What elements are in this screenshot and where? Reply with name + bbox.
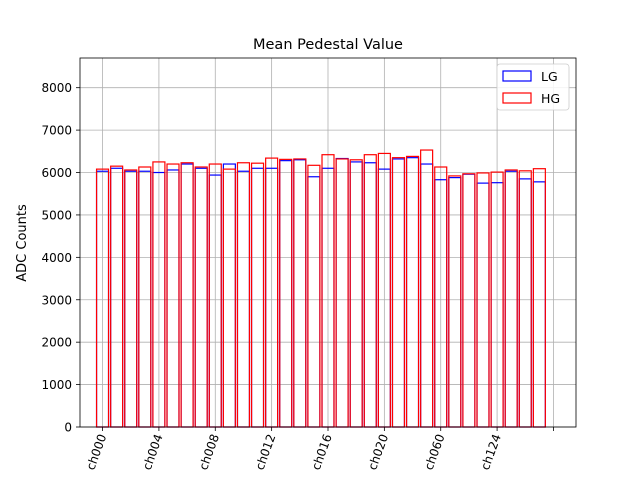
y-axis-label: ADC Counts: [15, 204, 30, 282]
y-tick-label: 8000: [41, 81, 72, 95]
legend-swatch-lg: [502, 70, 532, 82]
legend-swatch-hg: [502, 92, 532, 104]
y-tick-label: 6000: [41, 166, 72, 180]
y-tick-label: 0: [64, 421, 72, 435]
grid: [80, 58, 576, 428]
y-tick-label: 4000: [41, 251, 72, 265]
legend: LG HG: [496, 63, 570, 111]
legend-label-hg: HG: [541, 91, 560, 106]
y-tick-label: 1000: [41, 378, 72, 392]
y-tick-label: 2000: [41, 336, 72, 350]
chart-title: Mean Pedestal Value: [253, 37, 403, 53]
y-axis-ticks: 0 1000 2000 3000 4000 5000 6000 7000 8000: [41, 81, 80, 435]
y-tick-label: 3000: [41, 293, 72, 307]
y-tick-label: 7000: [41, 124, 72, 138]
y-tick-label: 5000: [41, 208, 72, 222]
legend-box: [496, 63, 570, 111]
legend-label-lg: LG: [541, 69, 558, 84]
